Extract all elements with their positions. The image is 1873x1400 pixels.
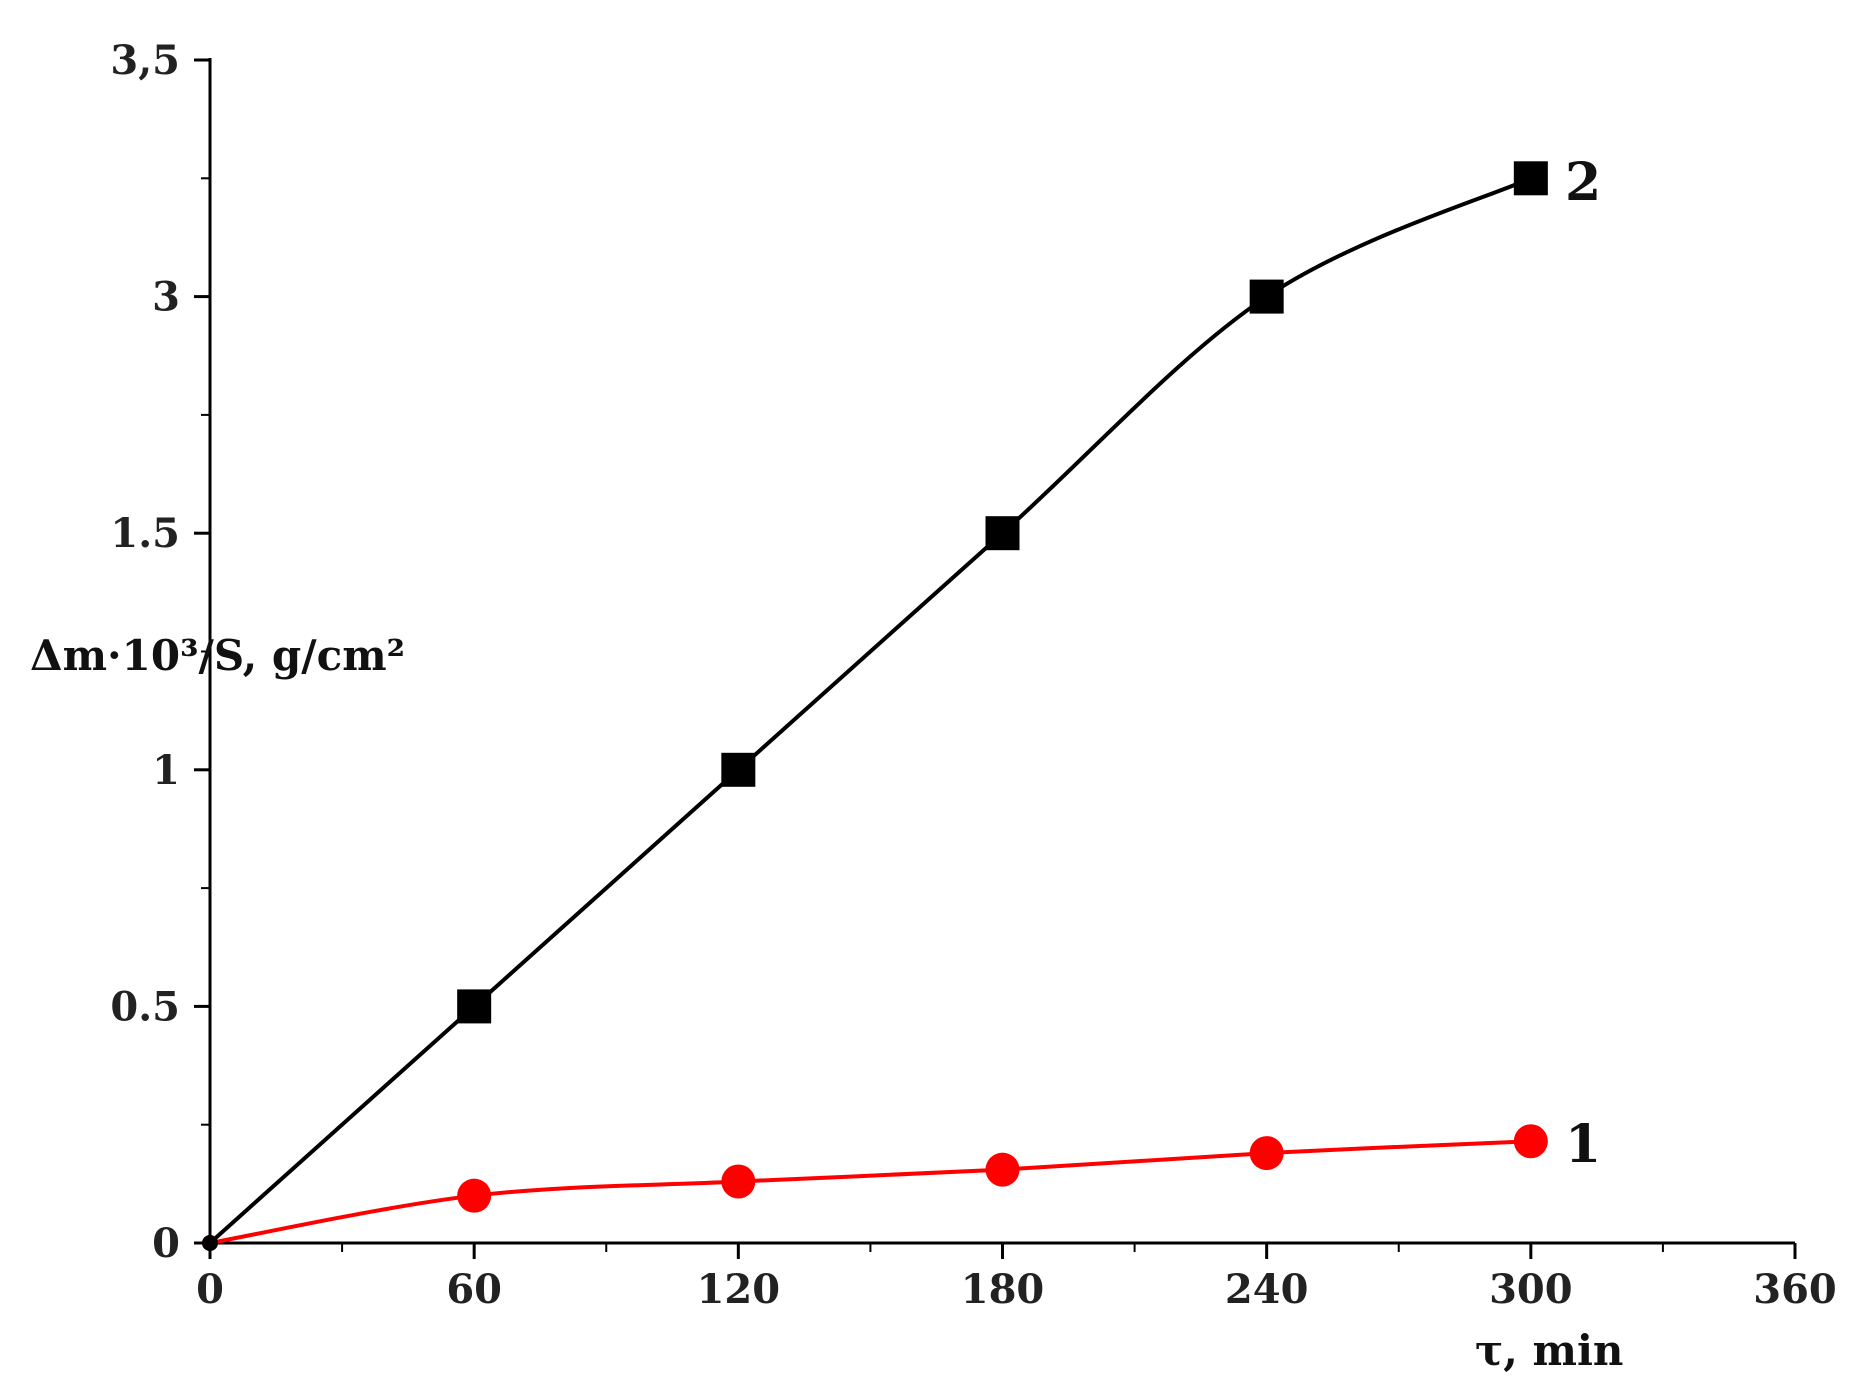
series-line-2: [208, 176, 1532, 1245]
x-tick-label: 60: [446, 1266, 502, 1313]
data-point-1: [721, 1164, 756, 1199]
y-tick-label: 3,5: [110, 37, 180, 84]
series-lines: [208, 176, 1532, 1245]
y-tick-label: 0.5: [110, 983, 180, 1030]
data-point-2: [1249, 279, 1284, 314]
y-tick-label: 1: [152, 747, 180, 794]
y-axis-label: Δm·10³/S, g/cm²: [30, 631, 405, 680]
y-tick-label: 3: [152, 274, 180, 321]
series-markers: [202, 161, 1548, 1251]
x-axis-label: τ, min: [1475, 1326, 1623, 1375]
x-tick-label: 180: [961, 1266, 1045, 1313]
data-point-2: [985, 516, 1020, 551]
x-tick-label: 300: [1489, 1266, 1573, 1313]
data-point-2: [721, 752, 756, 787]
data-point-2: [1513, 161, 1548, 196]
series-line-1: [209, 1139, 1531, 1245]
x-tick-label: 0: [196, 1266, 224, 1313]
labels: Δm·10³/S, g/cm² τ, min 2 1: [30, 152, 1623, 1375]
y-tick-label: 1.5: [110, 510, 180, 557]
x-tick-label: 240: [1225, 1266, 1309, 1313]
data-point-2: [457, 989, 492, 1024]
series-label-2: 2: [1565, 152, 1601, 213]
x-tick-label: 360: [1753, 1266, 1837, 1313]
series-label-1: 1: [1565, 1114, 1601, 1175]
origin-point-2: [202, 1235, 218, 1251]
data-point-1: [457, 1178, 492, 1213]
data-point-1: [985, 1152, 1020, 1187]
axes: [208, 58, 1795, 1245]
ticks: 0 60 120 180 240 300 360 0 0.5 1 1.5 3 3,5: [110, 37, 1836, 1313]
data-point-1: [1513, 1124, 1548, 1159]
x-tick-label: 120: [697, 1266, 781, 1313]
y-tick-label: 0: [152, 1220, 180, 1267]
data-point-1: [1249, 1136, 1284, 1171]
